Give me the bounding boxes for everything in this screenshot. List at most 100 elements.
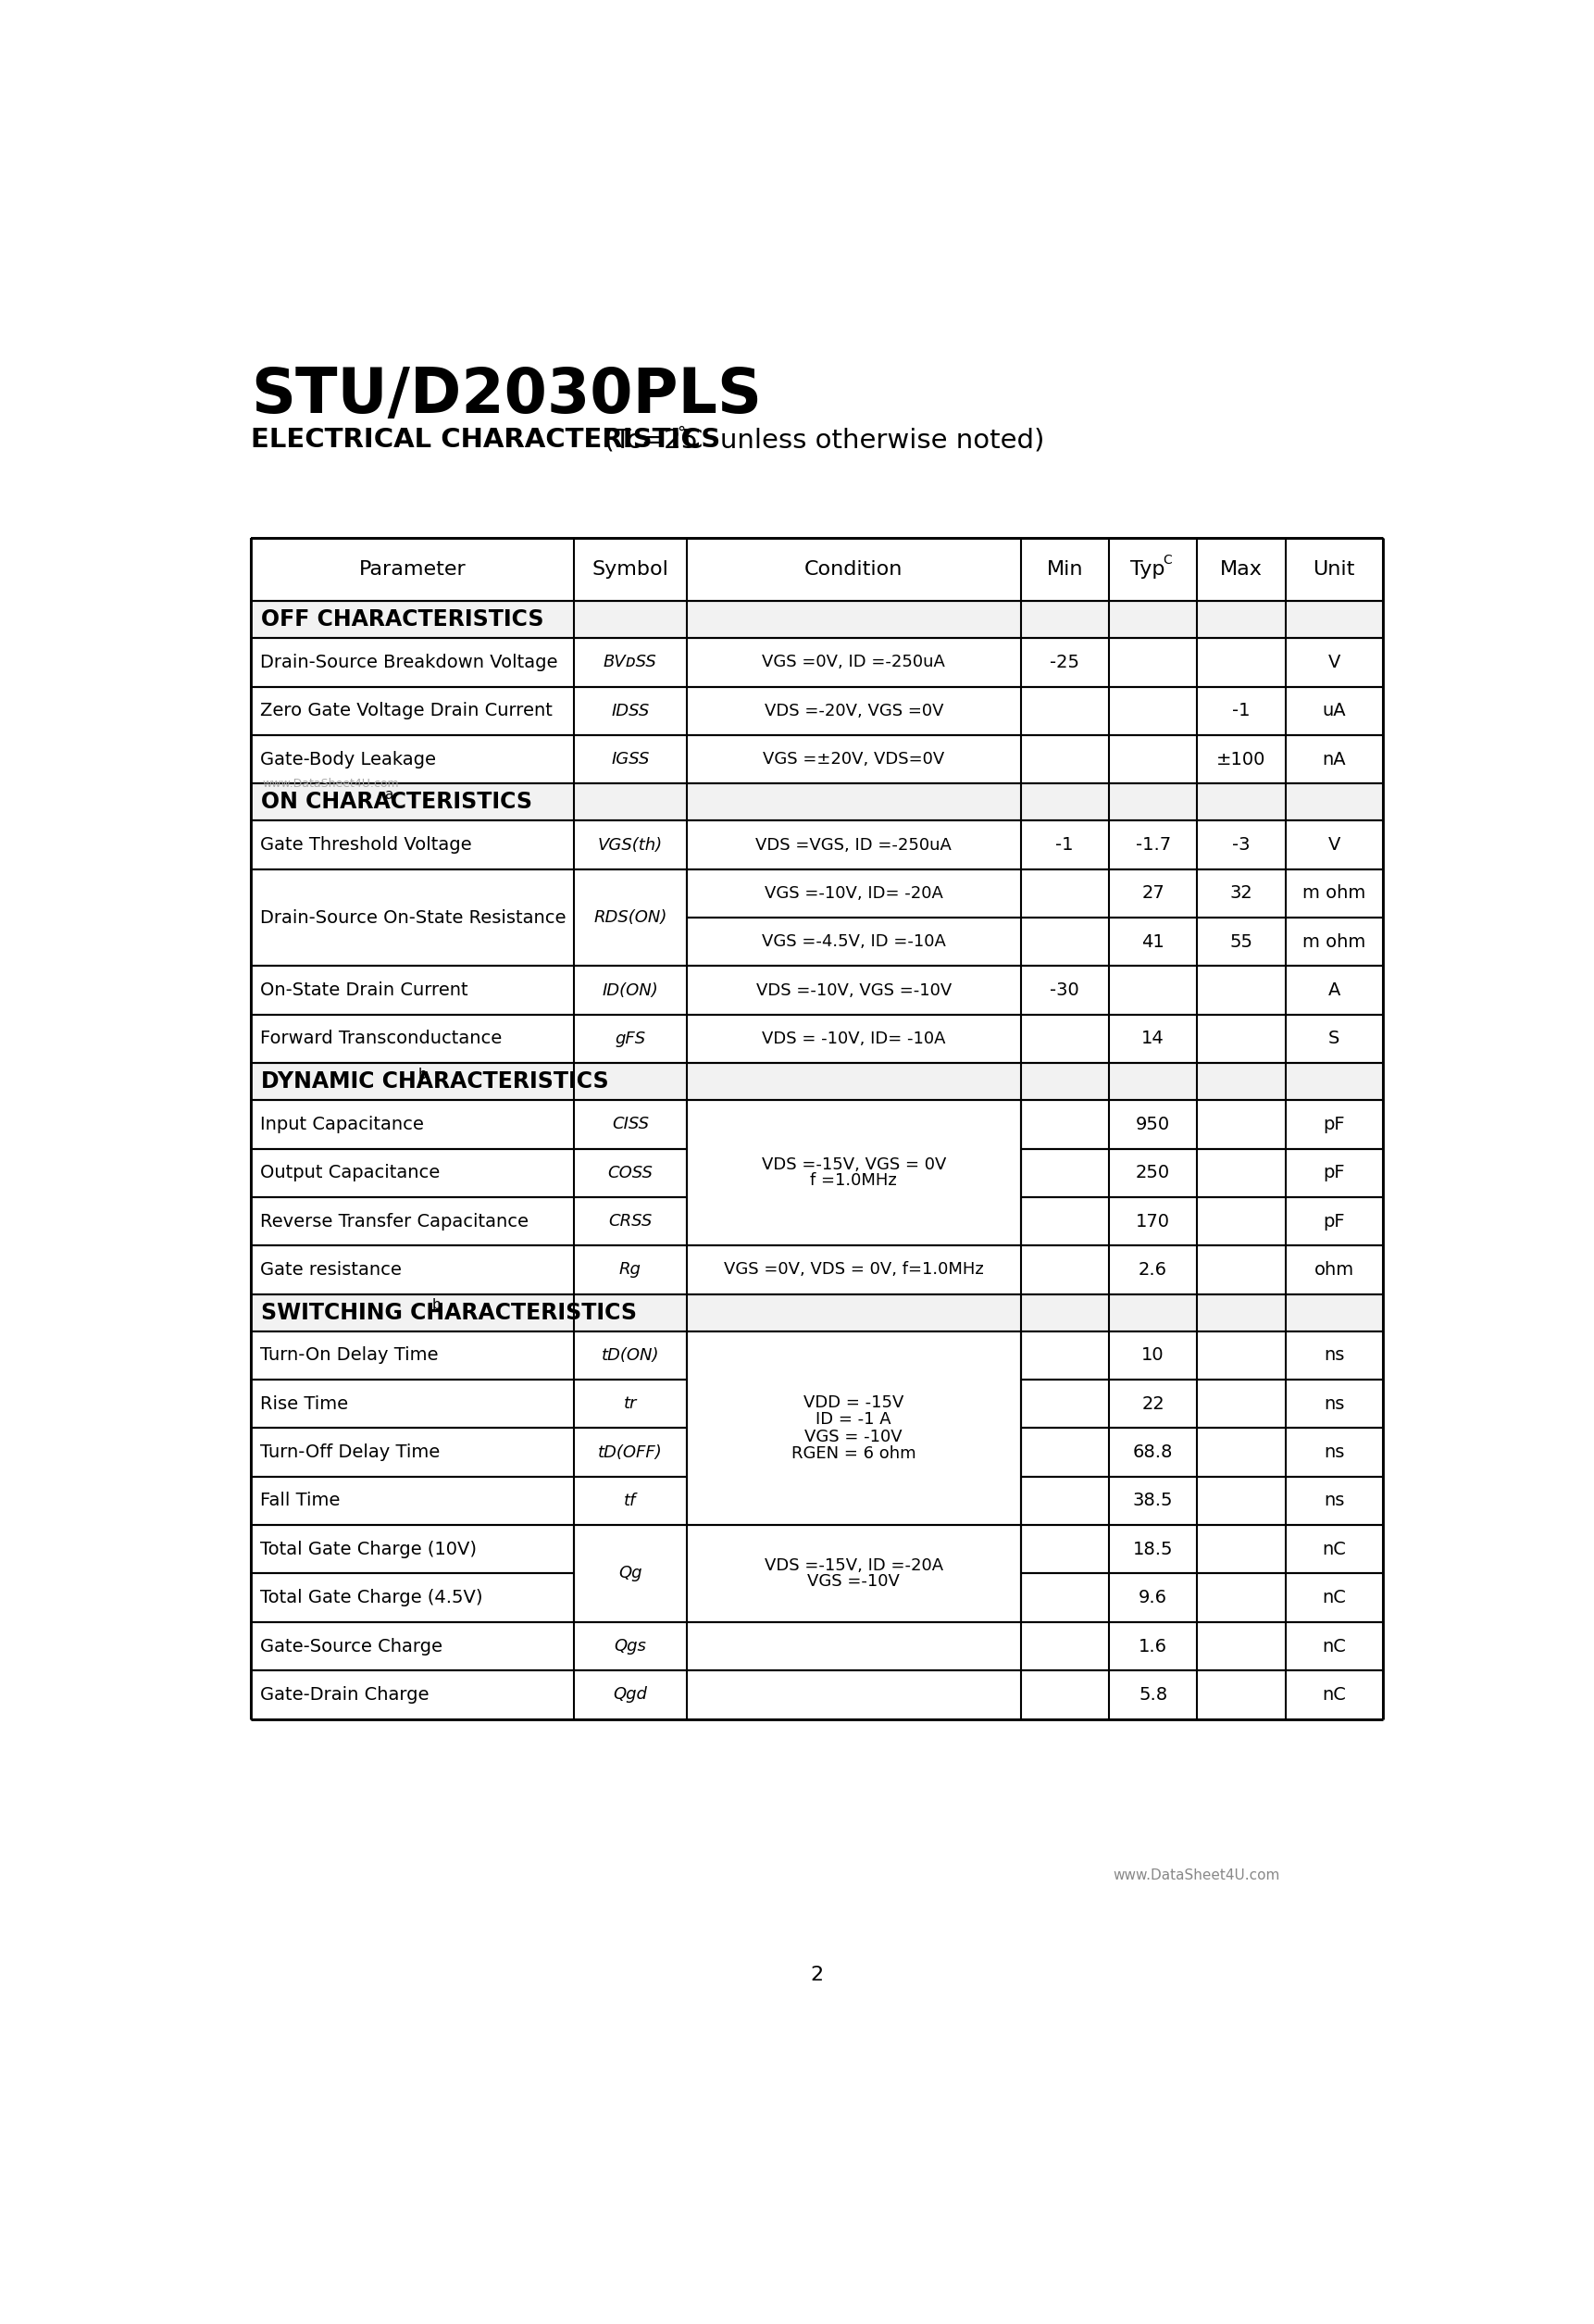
- Text: ns: ns: [1323, 1394, 1344, 1413]
- Text: -3: -3: [1232, 837, 1250, 853]
- Text: nC: nC: [1321, 1590, 1345, 1606]
- Text: -30: -30: [1050, 981, 1079, 999]
- Text: 250: 250: [1137, 1164, 1170, 1181]
- Text: V: V: [1328, 837, 1341, 853]
- Text: f =1.0MHz: f =1.0MHz: [810, 1171, 897, 1190]
- Text: Qg: Qg: [618, 1564, 642, 1583]
- Text: ID(ON): ID(ON): [603, 983, 658, 999]
- Text: 170: 170: [1137, 1213, 1170, 1229]
- Text: (Tc=25: (Tc=25: [587, 428, 698, 453]
- Text: Output Capacitance: Output Capacitance: [260, 1164, 440, 1181]
- Text: -1.7: -1.7: [1135, 837, 1170, 853]
- Text: VDS =-10V, VGS =-10V: VDS =-10V, VGS =-10V: [756, 983, 952, 999]
- Text: 38.5: 38.5: [1133, 1492, 1173, 1511]
- Text: VDS = -10V, ID= -10A: VDS = -10V, ID= -10A: [762, 1030, 945, 1048]
- Text: °: °: [676, 425, 685, 442]
- Text: VGS =-4.5V, ID =-10A: VGS =-4.5V, ID =-10A: [762, 934, 945, 951]
- Text: DYNAMIC CHARACTERISTICS: DYNAMIC CHARACTERISTICS: [261, 1071, 609, 1092]
- Text: VGS = -10V: VGS = -10V: [805, 1429, 902, 1446]
- Text: pF: pF: [1323, 1164, 1345, 1181]
- Text: Turn-On Delay Time: Turn-On Delay Time: [260, 1346, 438, 1364]
- Text: Min: Min: [1046, 560, 1082, 579]
- Text: RGEN = 6 ohm: RGEN = 6 ohm: [791, 1446, 917, 1462]
- Text: BVᴅSS: BVᴅSS: [604, 653, 657, 672]
- Text: -1: -1: [1232, 702, 1250, 720]
- Text: Turn-Off Delay Time: Turn-Off Delay Time: [260, 1443, 440, 1462]
- Text: Unit: Unit: [1313, 560, 1355, 579]
- Text: 22: 22: [1141, 1394, 1165, 1413]
- Text: Total Gate Charge (10V): Total Gate Charge (10V): [260, 1541, 477, 1557]
- Text: Fall Time: Fall Time: [260, 1492, 340, 1511]
- Text: b: b: [432, 1299, 440, 1313]
- Text: COSS: COSS: [607, 1164, 654, 1181]
- Text: 9.6: 9.6: [1138, 1590, 1167, 1606]
- Text: pF: pF: [1323, 1116, 1345, 1134]
- Text: VDD = -15V: VDD = -15V: [803, 1394, 904, 1411]
- Text: nC: nC: [1321, 1638, 1345, 1655]
- Text: tD(OFF): tD(OFF): [598, 1443, 663, 1462]
- Text: VDS =-20V, VGS =0V: VDS =-20V, VGS =0V: [764, 702, 944, 718]
- Bar: [252, 1294, 1382, 1332]
- Text: m ohm: m ohm: [1302, 885, 1366, 902]
- Text: Gate-Drain Charge: Gate-Drain Charge: [260, 1685, 429, 1703]
- Text: VDS =VGS, ID =-250uA: VDS =VGS, ID =-250uA: [756, 837, 952, 853]
- Text: C  unless otherwise noted): C unless otherwise noted): [684, 428, 1046, 453]
- Text: 18.5: 18.5: [1133, 1541, 1173, 1557]
- Text: IGSS: IGSS: [611, 751, 649, 767]
- Text: tf: tf: [623, 1492, 636, 1508]
- Text: 14: 14: [1141, 1030, 1165, 1048]
- Text: www.DataSheet4U.com: www.DataSheet4U.com: [1113, 1868, 1280, 1882]
- Text: nA: nA: [1321, 751, 1345, 769]
- Text: VGS =-10V: VGS =-10V: [808, 1573, 901, 1590]
- Text: ohm: ohm: [1313, 1262, 1353, 1278]
- Text: Input Capacitance: Input Capacitance: [260, 1116, 424, 1134]
- Text: VDS =-15V, VGS = 0V: VDS =-15V, VGS = 0V: [762, 1157, 945, 1174]
- Text: Zero Gate Voltage Drain Current: Zero Gate Voltage Drain Current: [260, 702, 552, 720]
- Text: A: A: [1328, 981, 1341, 999]
- Bar: [252, 783, 1382, 820]
- Text: ns: ns: [1323, 1443, 1344, 1462]
- Text: pF: pF: [1323, 1213, 1345, 1229]
- Text: Rise Time: Rise Time: [260, 1394, 347, 1413]
- Text: www.DataSheet4U.com: www.DataSheet4U.com: [263, 779, 398, 790]
- Text: Rg: Rg: [618, 1262, 641, 1278]
- Text: 950: 950: [1137, 1116, 1170, 1134]
- Bar: [252, 1062, 1382, 1099]
- Text: 32: 32: [1231, 885, 1253, 902]
- Text: SWITCHING CHARACTERISTICS: SWITCHING CHARACTERISTICS: [261, 1301, 638, 1325]
- Text: Gate-Body Leakage: Gate-Body Leakage: [260, 751, 435, 769]
- Text: Forward Transconductance: Forward Transconductance: [260, 1030, 502, 1048]
- Text: Qgs: Qgs: [614, 1638, 646, 1655]
- Text: uA: uA: [1321, 702, 1345, 720]
- Text: 10: 10: [1141, 1346, 1164, 1364]
- Text: Max: Max: [1219, 560, 1262, 579]
- Text: C: C: [1164, 553, 1172, 567]
- Text: Reverse Transfer Capacitance: Reverse Transfer Capacitance: [260, 1213, 528, 1229]
- Text: 2: 2: [810, 1966, 824, 1985]
- Text: ID = -1 A: ID = -1 A: [816, 1411, 891, 1427]
- Text: 2.6: 2.6: [1138, 1262, 1167, 1278]
- Text: VGS =-10V, ID= -20A: VGS =-10V, ID= -20A: [765, 885, 944, 902]
- Bar: [252, 602, 1382, 639]
- Text: CISS: CISS: [612, 1116, 649, 1132]
- Text: nC: nC: [1321, 1685, 1345, 1703]
- Text: ELECTRICAL CHARACTERISTICS: ELECTRICAL CHARACTERISTICS: [252, 428, 720, 453]
- Text: 5.8: 5.8: [1138, 1685, 1167, 1703]
- Text: Gate Threshold Voltage: Gate Threshold Voltage: [260, 837, 472, 853]
- Text: Condition: Condition: [805, 560, 902, 579]
- Text: Drain-Source On-State Resistance: Drain-Source On-State Resistance: [260, 909, 566, 927]
- Text: OFF CHARACTERISTICS: OFF CHARACTERISTICS: [261, 609, 544, 630]
- Text: nC: nC: [1321, 1541, 1345, 1557]
- Text: S: S: [1328, 1030, 1341, 1048]
- Text: VGS =0V, ID =-250uA: VGS =0V, ID =-250uA: [762, 653, 945, 672]
- Text: Total Gate Charge (4.5V): Total Gate Charge (4.5V): [260, 1590, 483, 1606]
- Text: gFS: gFS: [615, 1030, 646, 1048]
- Text: On-State Drain Current: On-State Drain Current: [260, 981, 467, 999]
- Text: Symbol: Symbol: [591, 560, 668, 579]
- Text: -1: -1: [1055, 837, 1074, 853]
- Text: Gate-Source Charge: Gate-Source Charge: [260, 1638, 442, 1655]
- Text: a: a: [384, 788, 392, 802]
- Text: Typ: Typ: [1130, 560, 1165, 579]
- Text: 27: 27: [1141, 885, 1165, 902]
- Text: ±100: ±100: [1216, 751, 1266, 769]
